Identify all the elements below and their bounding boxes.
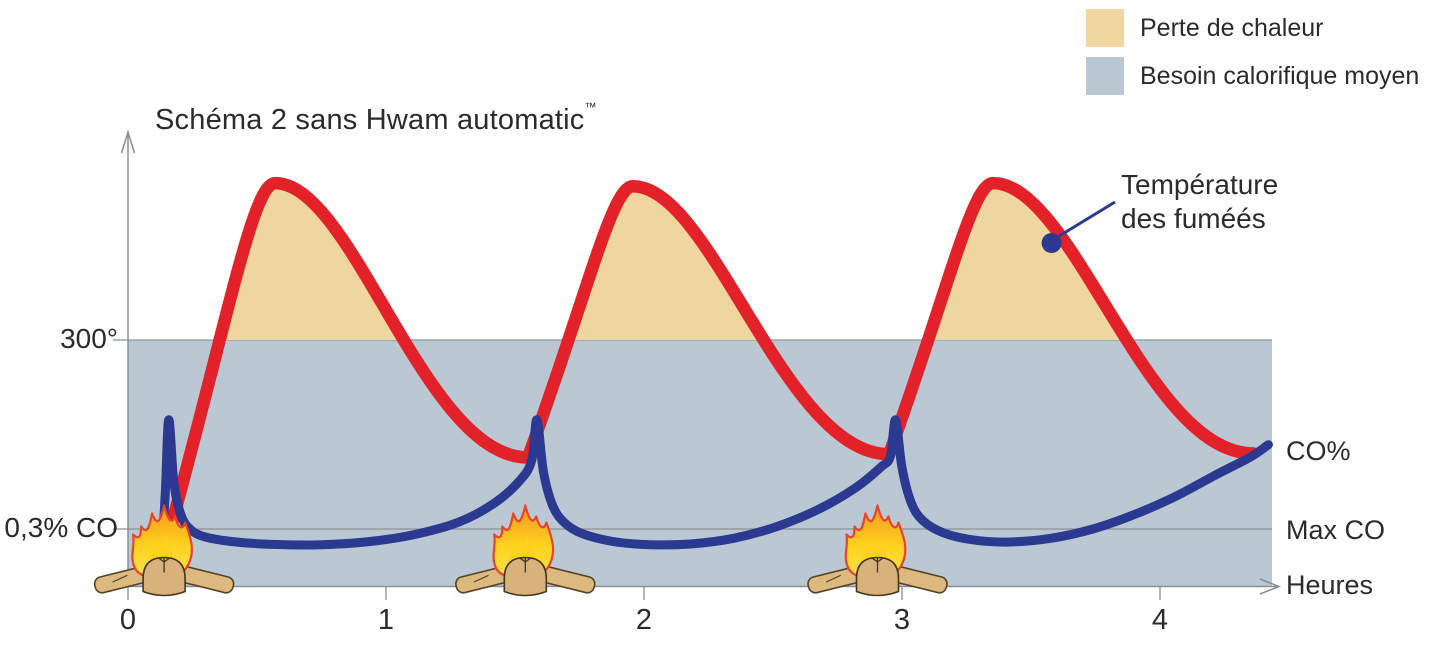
fire-icon [455, 504, 596, 597]
trademark-symbol: ™ [584, 100, 597, 114]
annotation-line-2: des fuméés [1121, 203, 1266, 234]
heat-need-label: Besoin calorifique moyen [1140, 61, 1420, 90]
heat-loss-area [928, 183, 1127, 340]
heat-loss-swatch [1086, 9, 1124, 47]
x-tick-label-0: 0 [119, 604, 137, 636]
right-label-co-percent: CO% [1286, 436, 1351, 466]
y-axis-label-300: 300° [60, 323, 118, 354]
annotation-leader-line [1056, 200, 1116, 239]
co-curve [153, 415, 1273, 580]
annotation-line-1: Température [1121, 169, 1279, 200]
avg-heat-need-band [128, 340, 1272, 587]
temperature-curve [151, 176, 1260, 582]
x-tick-label-4: 4 [1151, 604, 1169, 636]
smoke-temperature-annotation: Température des fuméés [1121, 168, 1278, 236]
legend-item-heat-need: Besoin calorifique moyen [1086, 57, 1419, 95]
x-tick-label-3: 3 [893, 604, 911, 636]
fire-icon [93, 504, 235, 597]
x-tick-label-1: 1 [377, 604, 395, 636]
x-axis-arrow [1259, 578, 1282, 595]
annotation-dot [1041, 233, 1062, 253]
heat-loss-area [219, 183, 404, 340]
heat-loss-area [568, 186, 764, 340]
y-axis-label-max-co: 0,3% CO [4, 512, 118, 543]
chart-title: Schéma 2 sans Hwam automatic™ [155, 100, 597, 137]
legend-item-heat-loss: Perte de chaleur [1086, 9, 1323, 47]
chart-title-text: Schéma 2 sans Hwam automatic [155, 104, 585, 136]
fire-icon [807, 504, 948, 597]
x-tick-label-2: 2 [635, 604, 653, 636]
heat-need-swatch [1086, 57, 1124, 95]
right-label-max-co: Max CO [1286, 515, 1386, 545]
x-axis-title-heures: Heures [1286, 570, 1374, 600]
y-axis-arrow [120, 129, 136, 154]
heat-loss-label: Perte de chaleur [1140, 13, 1324, 42]
